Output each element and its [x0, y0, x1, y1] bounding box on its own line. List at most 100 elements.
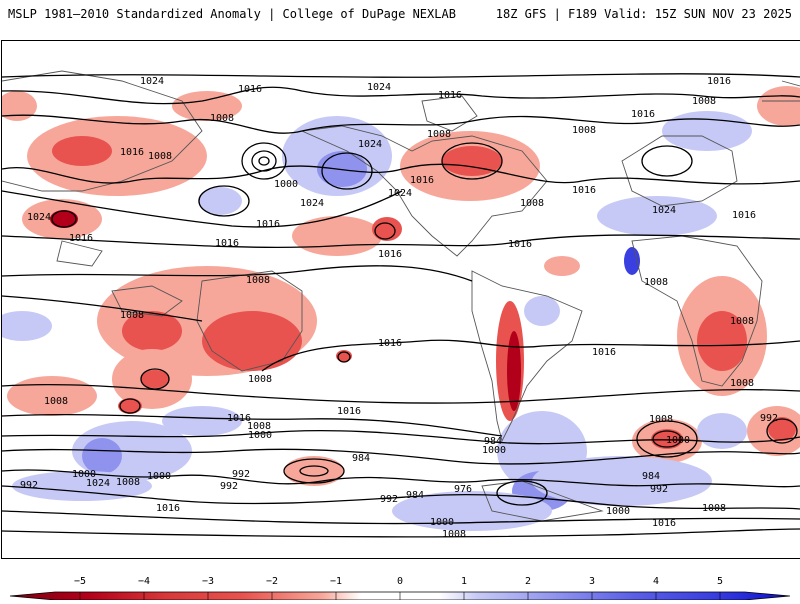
contour-label: 1008 — [442, 529, 466, 540]
anomaly-area — [651, 429, 683, 449]
isobar-low-center — [51, 210, 77, 228]
contour-label: 1000 — [72, 469, 96, 480]
anomaly-area — [202, 311, 302, 371]
isobar-low-center — [283, 458, 345, 484]
coastlines — [2, 70, 800, 522]
isobar-low-center — [652, 430, 682, 448]
isobar-low-center — [337, 351, 351, 363]
anomaly-area — [52, 136, 112, 166]
contour-label: 1016 — [572, 185, 596, 196]
anomaly-area — [50, 210, 78, 228]
contour-label: 1016 — [256, 219, 280, 230]
isobar — [2, 295, 203, 322]
isobar — [2, 485, 800, 510]
isobar-low-center — [441, 142, 503, 180]
contour-label: 1008 — [44, 396, 68, 407]
anomaly-area — [122, 311, 182, 351]
contour-label: 1000 — [430, 517, 454, 528]
contour-label: 1016 — [120, 147, 144, 158]
model-run-label: 18Z GFS | F189 Valid: 15Z SUN NOV 23 202… — [495, 7, 792, 21]
contour-label: 1016 — [652, 518, 676, 529]
contour-label: 1008 — [649, 414, 673, 425]
isobar-low-center — [321, 152, 373, 190]
isobar — [2, 528, 800, 538]
colorbar-tick-label: −2 — [266, 576, 278, 587]
anomaly-area — [141, 370, 169, 388]
colorbar-tick-label: 2 — [525, 576, 531, 587]
isobar-low-center — [299, 465, 329, 477]
contour-label: 1008 — [246, 275, 270, 286]
isobar-low-center — [636, 420, 698, 458]
contour-label: 1008 — [644, 277, 668, 288]
contour-label: 1016 — [438, 90, 462, 101]
colorbar-tick-label: −5 — [74, 576, 86, 587]
south-america-outline — [471, 270, 583, 443]
contour-label: 976 — [454, 484, 472, 495]
contour-label: 1008 — [692, 96, 716, 107]
contour-label: 984 — [484, 436, 502, 447]
contour-label: 1016 — [592, 347, 616, 358]
contour-label: 1008 — [730, 378, 754, 389]
contour-label: 1024 — [358, 139, 382, 150]
anomaly-area — [7, 376, 97, 416]
contour-label: 1016 — [378, 338, 402, 349]
contour-label: 1016 — [508, 239, 532, 250]
colorbar-tick-label: 3 — [589, 576, 595, 587]
isobar-low-center — [251, 150, 277, 172]
chart-title: MSLP 1981–2010 Standardized Anomaly | Co… — [8, 7, 456, 21]
isobar — [2, 190, 403, 228]
isobar — [2, 265, 473, 282]
contour-label: 1000 — [482, 445, 506, 456]
isobar-low-center — [374, 222, 396, 240]
anomaly-area — [2, 91, 37, 121]
contour-label: 1000 — [606, 506, 630, 517]
contour-label: 1008 — [427, 129, 451, 140]
colorbar-tick-label: 4 — [653, 576, 659, 587]
africa-outline — [631, 235, 763, 387]
anomaly-area — [292, 216, 382, 256]
isobar — [2, 114, 800, 134]
europe-outline — [621, 135, 738, 207]
anomaly-area — [697, 311, 747, 371]
australia-outline — [196, 270, 303, 372]
contour-label: 992 — [220, 481, 238, 492]
contour-label: 992 — [20, 480, 38, 491]
contour-label: 1016 — [227, 413, 251, 424]
anomaly-area — [12, 471, 152, 501]
anomaly-area — [118, 398, 142, 414]
anomaly-area — [284, 456, 344, 486]
contour-label: 1024 — [300, 198, 324, 209]
anomaly-area — [624, 247, 640, 275]
anomaly-area — [2, 311, 52, 341]
isobar — [261, 339, 800, 372]
anomaly-area — [172, 91, 242, 121]
anomaly-map: 1024 1016 1016 1016 1008 1008 1024 1000 … — [2, 70, 800, 540]
contour-label: 1016 — [631, 109, 655, 120]
contour-label: 1008 — [120, 310, 144, 321]
isobar — [2, 413, 503, 437]
isobar-high-center — [198, 185, 250, 217]
contour-label: 1008 — [148, 151, 172, 162]
greenland-outline — [421, 95, 478, 132]
contour-label: 992 — [650, 484, 668, 495]
positive-anomaly-shading — [2, 111, 752, 531]
isobar — [2, 469, 800, 488]
contour-label: 1016 — [337, 406, 361, 417]
contour-label: 1024 — [652, 205, 676, 216]
anomaly-area — [27, 116, 207, 196]
contour-label: 1008 — [248, 374, 272, 385]
colorbar-tick-label: −1 — [330, 576, 342, 587]
contour-label: 1024 — [86, 478, 110, 489]
contour-label: 1016 — [732, 210, 756, 221]
north-america-outline — [300, 125, 548, 257]
isobar — [2, 234, 800, 249]
colorbar-svg: −5 −4 −3 −2 −1 0 1 2 3 4 5 — [9, 576, 791, 601]
anomaly-area — [768, 417, 796, 441]
contour-label: 1000 — [147, 471, 171, 482]
anomaly-area — [162, 406, 242, 436]
anomaly-area — [662, 111, 752, 151]
contour-label: 984 — [406, 490, 424, 501]
contour-label: 1016 — [69, 233, 93, 244]
contour-label: 1008 — [730, 316, 754, 327]
colorbar-tick-label: −3 — [202, 576, 214, 587]
